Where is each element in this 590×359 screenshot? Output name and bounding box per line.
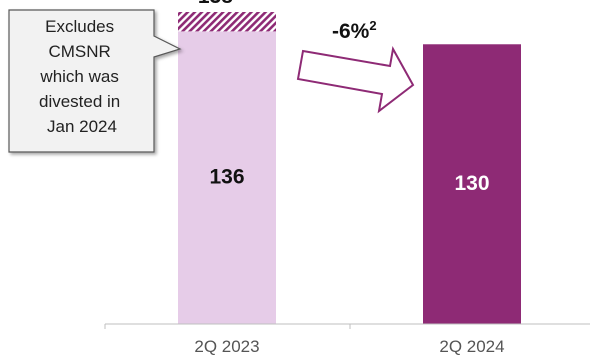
change-label: -6%2 (332, 18, 377, 43)
total-value: 138 (198, 0, 233, 8)
excluded-segment (178, 12, 276, 32)
callout-text: Excludes CMSNR which was divested in Jan… (39, 17, 125, 136)
callout-line: Excludes (45, 17, 114, 36)
callout-line: which was (39, 67, 118, 86)
callout-line: Jan 2024 (47, 117, 117, 136)
x-tick-label: 2Q 2024 (439, 337, 504, 356)
change-superscript: 2 (369, 18, 376, 33)
bar-value-label: 130 (454, 172, 489, 195)
total-label: 1382 (198, 0, 240, 8)
callout-line: divested in (39, 92, 120, 111)
change-arrow (296, 46, 415, 114)
arrow-shape (296, 46, 415, 114)
bar-2q-2024 (423, 44, 521, 324)
change-value: -6% (332, 20, 370, 43)
bar-value-label: 136 (209, 166, 244, 189)
bar-2q-2023 (178, 31, 276, 325)
callout-line: CMSNR (48, 42, 110, 61)
x-tick-label: 2Q 2023 (194, 337, 259, 356)
callout-box (8, 9, 182, 153)
callout: Excludes CMSNR which was divested in Jan… (8, 9, 182, 153)
